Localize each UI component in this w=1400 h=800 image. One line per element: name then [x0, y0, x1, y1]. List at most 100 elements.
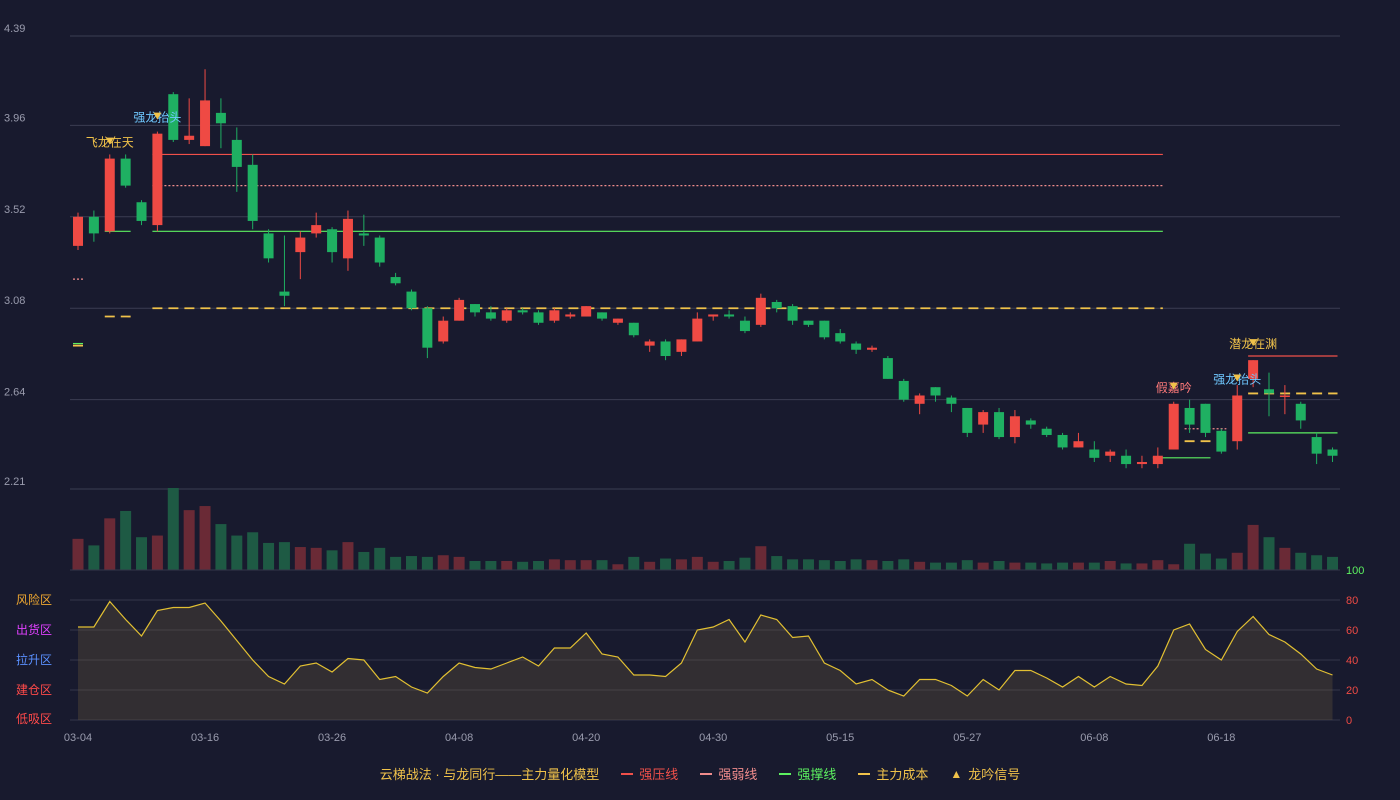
candlesticks — [73, 69, 1338, 469]
volume-bar — [961, 560, 973, 570]
candle-body — [88, 216, 99, 234]
volume-bar — [453, 556, 465, 570]
legend-label: 主力成本 — [876, 767, 929, 782]
candle-body — [422, 308, 433, 348]
candle-body — [787, 306, 798, 321]
volume-bar — [580, 560, 592, 570]
volume-bar — [263, 542, 275, 570]
x-tick-label: 03-26 — [318, 732, 346, 744]
legend-swatch — [700, 772, 713, 775]
candle-body — [1264, 389, 1274, 394]
volume-bar — [326, 550, 338, 570]
candle-body — [152, 133, 163, 226]
candle-body — [676, 339, 687, 352]
legend-swatch — [621, 772, 634, 775]
volume-bar — [1199, 553, 1211, 570]
volume-bar — [421, 556, 433, 570]
volume-bar — [675, 559, 687, 570]
candle-body — [898, 380, 909, 400]
volume-bar — [310, 547, 322, 570]
volume-bar — [1041, 563, 1053, 570]
volume-bar — [501, 560, 513, 570]
volume-bar — [533, 560, 545, 570]
triangle-icon — [1233, 374, 1242, 382]
candle-body — [978, 412, 989, 425]
volume-bar — [1327, 556, 1339, 570]
candle-body — [200, 100, 211, 147]
volume-bar — [88, 545, 100, 570]
candle-body — [1025, 420, 1036, 425]
legend-item-weak: 强弱线 — [700, 764, 757, 783]
candle-body — [184, 135, 195, 140]
candle-body — [485, 312, 496, 319]
volume-bar — [850, 559, 862, 570]
candle-body — [1121, 455, 1132, 465]
volume-bar — [1136, 563, 1148, 570]
volume-bar — [437, 555, 449, 570]
triangle-icon: ▲ — [950, 766, 963, 781]
y-tick-label: 2.64 — [4, 387, 25, 399]
volume-bar — [183, 510, 195, 570]
candle-body — [1105, 451, 1116, 456]
candle-body — [1041, 428, 1052, 435]
osc-tick-label: 100 — [1346, 565, 1364, 577]
candle-body — [358, 233, 369, 236]
candle-body — [597, 312, 608, 319]
volume-bar — [548, 559, 560, 570]
volume-bar — [755, 546, 767, 570]
volume-bar — [151, 535, 163, 570]
candle-body — [771, 301, 782, 309]
candle-body — [120, 158, 131, 186]
candle-body — [73, 216, 83, 246]
volume-bar — [834, 560, 846, 570]
candle-body — [930, 387, 941, 396]
volume-bar — [1279, 547, 1291, 570]
candle-body — [327, 229, 338, 253]
candle-body — [882, 358, 893, 379]
candle-body — [1089, 449, 1100, 458]
volume-bar — [485, 560, 497, 570]
candle-body — [1216, 430, 1227, 452]
candle-body — [1232, 395, 1243, 442]
volume-bar — [517, 561, 529, 570]
legend-item-signal: ▲ 龙吟信号 — [950, 764, 1020, 783]
price-grid — [70, 35, 1340, 490]
legend-title: 云梯战法 · 与龙同行——主力量化模型 — [379, 767, 600, 782]
volume-bar — [596, 560, 608, 570]
volume-bar — [120, 510, 132, 570]
volume-bar — [342, 542, 354, 570]
candle-body — [1168, 403, 1179, 450]
volume-bar — [882, 560, 894, 570]
legend: 云梯战法 · 与龙同行——主力量化模型 强压线 强弱线 强撑线 主力成本 ▲ 龙… — [0, 764, 1400, 783]
candle-body — [279, 291, 290, 296]
candle-body — [644, 341, 655, 346]
volume-bar — [1184, 543, 1196, 570]
candle-body — [724, 314, 735, 317]
legend-item-cost: 主力成本 — [858, 764, 928, 783]
zone-label: 出货区 — [16, 622, 52, 637]
volume-bar — [914, 561, 926, 570]
candle-body — [739, 320, 750, 332]
axis-labels: 4.39 3.96 3.52 3.08 2.64 2.21 03-04 03-16 03-26 0… — [4, 23, 1235, 744]
volume-bar — [628, 556, 640, 570]
legend-swatch — [858, 772, 871, 775]
x-tick-label: 06-18 — [1207, 732, 1235, 744]
volume-bar — [104, 518, 116, 570]
y-tick-label: 2.21 — [4, 476, 25, 488]
legend-label: 强压线 — [639, 767, 679, 782]
candle-body — [470, 304, 480, 313]
volume-bar — [1215, 558, 1227, 570]
zone-label: 建仓区 — [16, 683, 52, 697]
candle-body — [581, 306, 592, 317]
candle-body — [755, 297, 766, 325]
volume-bar — [1057, 562, 1069, 570]
volume-bar — [787, 559, 799, 570]
candle-body — [1073, 441, 1084, 448]
signal-annotations: 飞龙在天强龙抬头假嘉吟强龙抬头潜龙在渊 — [86, 111, 1277, 395]
candle-body — [168, 94, 179, 140]
candle-body — [1279, 395, 1290, 397]
volume-bar — [564, 560, 576, 570]
y-tick-label: 4.39 — [4, 23, 25, 35]
volume-bar — [278, 542, 290, 570]
